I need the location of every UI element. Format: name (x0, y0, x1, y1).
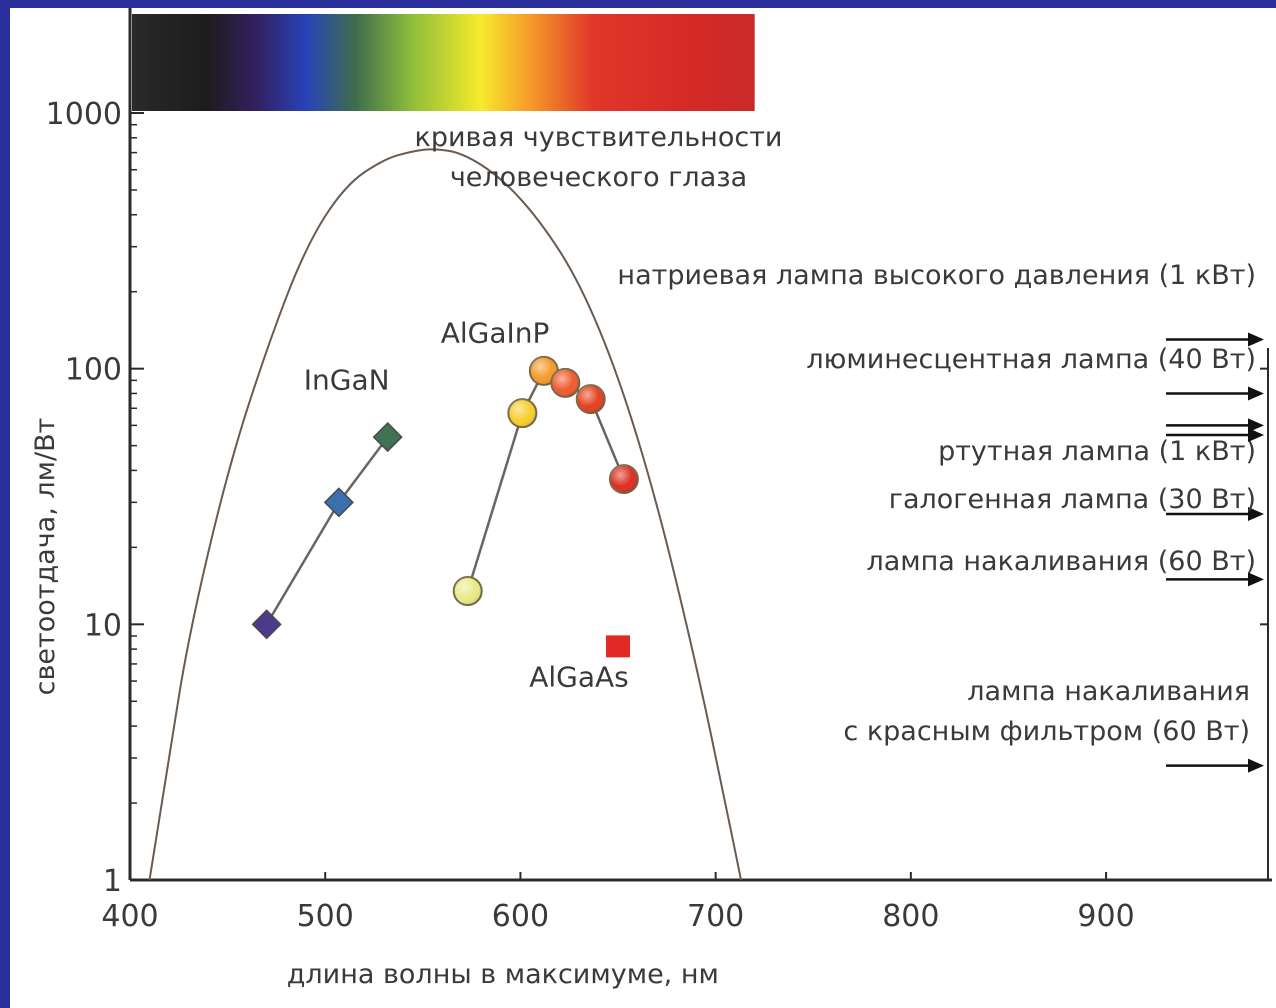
eye-sensitivity-layer: кривая чувствительности человеческого гла… (148, 122, 783, 881)
circle-point-shade (529, 356, 558, 385)
x-tick-label: 900 (1077, 899, 1134, 934)
lamp-label: лампа накаливания (60 Вт) (866, 546, 1256, 577)
reference-lamp: галогенная лампа (30 Вт) (889, 484, 1264, 522)
spectrum-bar (132, 14, 755, 111)
reference-lamp: лампа накаливания с красным фильтром (60 … (843, 676, 1264, 773)
y-axis-title: светоотдача, лм/Вт (30, 418, 61, 696)
reference-lamp: натриевая лампа высокого давления (1 кВт… (617, 260, 1264, 347)
series-connector (265, 436, 389, 625)
y-tick-label: 1000 (46, 97, 122, 132)
lamp-label: люминесцентная лампа (40 Вт) (806, 344, 1256, 375)
axes: 400 500 600 700 800 900 1 10 100 1000 длина волны … (30, 8, 1272, 990)
circle-point-shade (576, 385, 605, 414)
eye-curve-label: человеческого глаза (450, 162, 747, 193)
diamond-point (372, 422, 403, 453)
series-ingan (251, 422, 403, 640)
lamp-label: натриевая лампа высокого давления (1 кВт… (617, 260, 1256, 291)
lamp-label: с красным фильтром (60 Вт) (843, 716, 1250, 747)
lamp-arrow-head (1248, 572, 1264, 587)
series-label-algainp: AlGaInP (441, 317, 550, 350)
lamp-arrow-head (1248, 386, 1264, 401)
circle-point-shade (609, 465, 638, 494)
lamp-label: ртутная лампа (1 кВт) (938, 436, 1256, 467)
series-layer: InGaN AlGaInP AlGaAs (251, 317, 639, 693)
series-label-ingan: InGaN (304, 363, 390, 396)
reference-lamp: лампа накаливания (60 Вт) (866, 546, 1264, 587)
lamp-arrow-head (1248, 332, 1264, 347)
square-point (606, 635, 631, 658)
x-tick-label: 400 (101, 899, 158, 934)
x-tick-label: 600 (492, 899, 549, 934)
circle-point-shade (551, 368, 580, 397)
chart-panel: 400 500 600 700 800 900 1 10 100 1000 длина волны … (10, 8, 1276, 1008)
eye-sensitivity-curve (148, 148, 742, 881)
circle-point-shade (508, 399, 537, 428)
series-label-algaas: AlGaAs (529, 660, 629, 693)
lamp-arrow-head (1248, 428, 1264, 443)
efficiency-chart: 400 500 600 700 800 900 1 10 100 1000 длина волны … (30, 8, 1272, 990)
lamp-arrow-head (1248, 418, 1264, 433)
series-algaas (606, 635, 631, 658)
diamond-point (251, 609, 282, 640)
reference-lamp: люминесцентная лампа (40 Вт) (806, 344, 1264, 401)
reference-lamp: ртутная лампа (1 кВт) (938, 418, 1264, 467)
reference-lamp-extra-arrow (1166, 428, 1264, 443)
x-axis-title: длина волны в максимуме, нм (287, 959, 719, 990)
x-tick-label: 800 (882, 899, 939, 934)
x-tick-label: 700 (687, 899, 744, 934)
y-tick-label: 100 (65, 353, 122, 388)
diamond-point (323, 487, 354, 518)
x-tick-label: 500 (297, 899, 354, 934)
eye-curve-label: кривая чувствительности (415, 122, 783, 153)
circle-point-shade (453, 577, 482, 606)
reference-lamps-layer: натриевая лампа высокого давления (1 кВт… (617, 260, 1264, 773)
y-tick-label: 10 (84, 608, 122, 643)
lamp-label: лампа накаливания (967, 676, 1250, 707)
lamp-arrow-head (1248, 758, 1264, 773)
lamp-label: галогенная лампа (30 Вт) (889, 484, 1256, 515)
y-tick-label: 1 (103, 864, 122, 899)
series-algainp (452, 355, 639, 607)
lamp-arrow-head (1248, 507, 1264, 522)
